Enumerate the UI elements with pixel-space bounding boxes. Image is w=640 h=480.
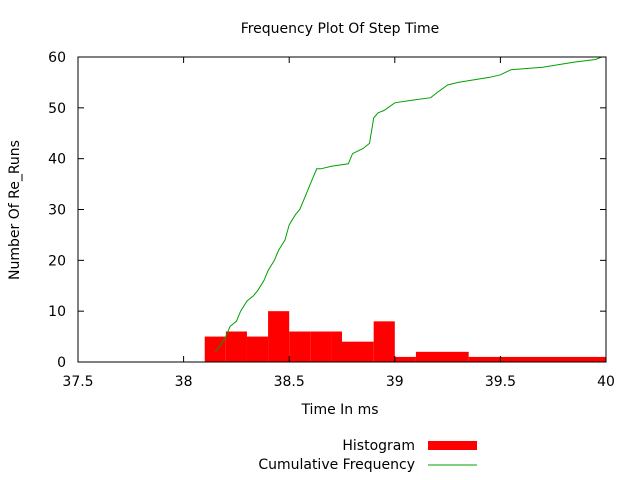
y-tick-label: 40: [48, 152, 66, 168]
histogram-bar-7: [342, 341, 374, 362]
x-tick-label: 38.5: [274, 374, 305, 390]
histogram-bars: [204, 311, 606, 362]
x-tick-label: 39: [386, 374, 404, 390]
histogram-bar-0: [204, 336, 226, 362]
histogram-bar-3: [268, 311, 290, 362]
x-tick-label: 38: [175, 374, 193, 390]
y-tick-label: 60: [48, 50, 66, 66]
y-tick-label: 30: [48, 203, 66, 219]
histogram-bar-6: [331, 331, 342, 362]
cumulative-frequency-layer: [214, 56, 602, 353]
y-tick-label: 10: [48, 304, 66, 320]
x-axis-label: Time In ms: [300, 402, 378, 418]
x-tick-label: 39.5: [485, 374, 516, 390]
legend-label-cumulative-frequency: Cumulative Frequency: [258, 457, 415, 473]
histogram-bar-1: [225, 331, 247, 362]
x-tick-label: 40: [597, 374, 615, 390]
y-tick-label: 20: [48, 253, 66, 269]
histogram-bar-10: [415, 351, 469, 362]
chart-title: Frequency Plot Of Step Time: [241, 21, 440, 37]
x-tick-label: 37.5: [62, 374, 93, 390]
legend-swatch-histogram: [428, 441, 477, 450]
legend: Histogram Cumulative Frequency: [258, 438, 477, 473]
y-tick-label: 50: [48, 101, 66, 117]
histogram-bar-9: [394, 356, 416, 362]
histogram-bar-11: [468, 356, 606, 362]
legend-label-histogram: Histogram: [342, 438, 415, 454]
y-tick-label: 0: [57, 355, 66, 371]
histogram-bar-4: [289, 331, 311, 362]
histogram-bar-8: [373, 321, 395, 362]
axis-ticks: 37.5 38 38.5 39 39.5 40 0 10 20 30 40 50 60: [48, 50, 615, 390]
histogram-bar-5: [310, 331, 332, 362]
cumulative-frequency-line: [214, 56, 602, 353]
histogram-bar-2: [246, 336, 269, 362]
plot-frame: [77, 56, 607, 363]
y-axis-label: Number Of Re_Runs: [7, 140, 23, 280]
plot-border: [77, 56, 607, 363]
